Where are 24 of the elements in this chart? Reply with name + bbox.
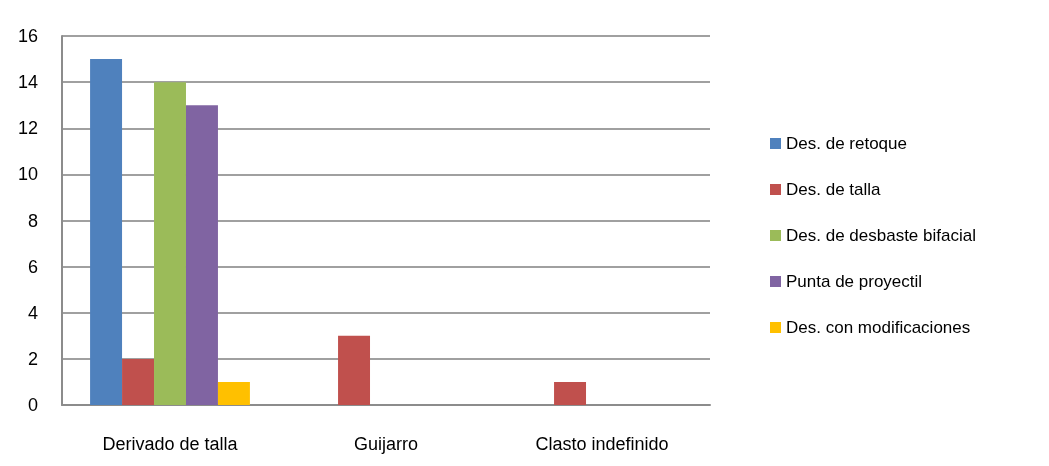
y-tick-label: 8 — [27, 210, 38, 231]
x-tick-label: Guijarro — [353, 434, 419, 454]
y-tick-label: 0 — [27, 395, 38, 415]
bar — [554, 381, 587, 405]
bar — [217, 381, 250, 405]
y-tick-label: 10 — [17, 164, 38, 185]
legend-label: Des. de desbaste bifacial — [786, 226, 976, 245]
y-tick-label: 6 — [27, 256, 38, 277]
bar — [338, 335, 371, 405]
y-tick-label: 14 — [17, 72, 38, 93]
x-tick-label: Derivado de talla — [102, 434, 239, 454]
legend-label: Des. de retoque — [786, 134, 907, 153]
legend-label: Punta de proyectil — [786, 272, 923, 291]
y-tick-label: 4 — [27, 302, 38, 323]
y-tick-label: 12 — [17, 118, 38, 139]
y-tick-label: 16 — [17, 26, 38, 46]
y-tick-label: 2 — [27, 348, 38, 369]
bar — [185, 105, 218, 405]
legend-label: Des. con modificaciones — [786, 318, 971, 337]
x-tick-label: Clasto indefinido — [535, 434, 669, 454]
bar — [90, 59, 123, 405]
legend-label: Des. de talla — [786, 180, 882, 199]
bar — [154, 82, 186, 405]
bar — [122, 358, 155, 405]
